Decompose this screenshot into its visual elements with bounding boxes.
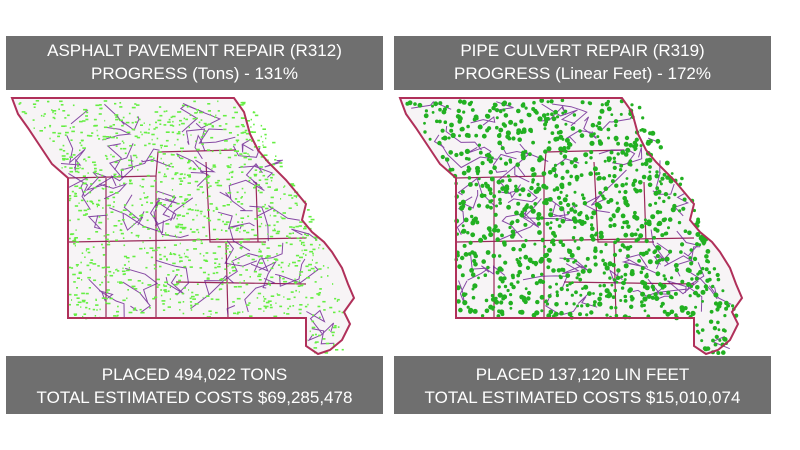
asphalt-header-banner: ASPHALT PAVEMENT REPAIR (R312) PROGRESS … <box>6 36 383 90</box>
state-border <box>398 97 744 356</box>
state-border <box>10 97 356 356</box>
asphalt-title: ASPHALT PAVEMENT REPAIR (R312) <box>47 41 342 60</box>
asphalt-missouri-map <box>6 92 383 356</box>
culvert-cost: TOTAL ESTIMATED COSTS $15,010,074 <box>424 388 741 407</box>
asphalt-footer-banner: PLACED 494,022 TONS TOTAL ESTIMATED COST… <box>6 356 383 414</box>
culvert-title: PIPE CULVERT REPAIR (R319) <box>460 41 705 60</box>
asphalt-cost: TOTAL ESTIMATED COSTS $69,285,478 <box>36 388 353 407</box>
culvert-progress: PROGRESS (Linear Feet) - 172% <box>454 64 711 83</box>
missouri-map-graphic <box>398 97 744 356</box>
repair-location-markers <box>18 100 344 354</box>
culvert-repair-panel: PIPE CULVERT REPAIR (R319) PROGRESS (Lin… <box>394 36 771 414</box>
asphalt-repair-panel: ASPHALT PAVEMENT REPAIR (R312) PROGRESS … <box>6 36 383 414</box>
missouri-map-graphic <box>10 97 356 356</box>
culvert-placed: PLACED 137,120 LIN FEET <box>475 365 690 384</box>
culvert-missouri-map <box>394 92 771 356</box>
culvert-footer-banner: PLACED 137,120 LIN FEET TOTAL ESTIMATED … <box>394 356 771 414</box>
asphalt-placed: PLACED 494,022 TONS <box>101 365 288 384</box>
asphalt-progress: PROGRESS (Tons) - 131% <box>91 64 298 83</box>
repair-location-markers <box>405 98 739 355</box>
state-shape <box>12 98 354 354</box>
culvert-header-banner: PIPE CULVERT REPAIR (R319) PROGRESS (Lin… <box>394 36 771 90</box>
